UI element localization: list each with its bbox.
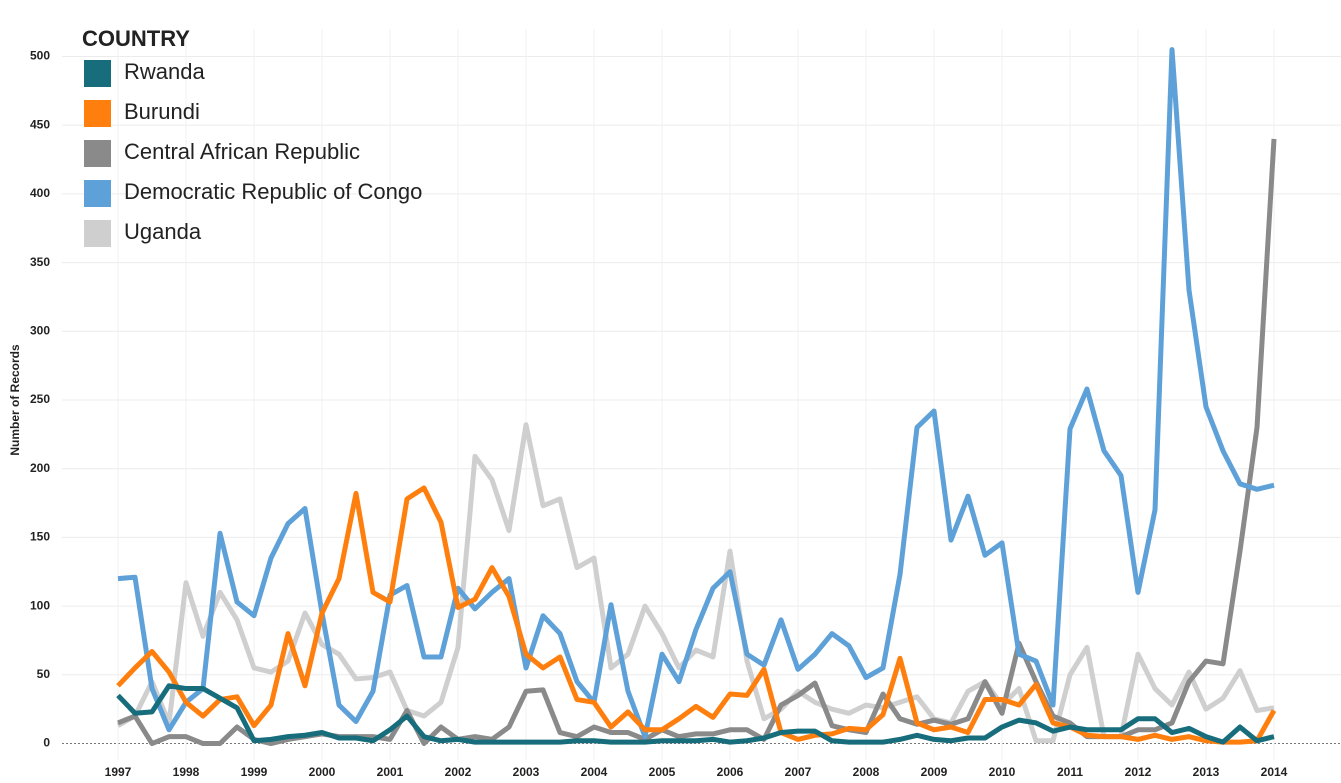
x-tick-label: 2012: [1125, 765, 1152, 779]
legend: COUNTRY Rwanda Burundi Central African Rep…: [82, 26, 422, 247]
y-tick-label: 350: [30, 255, 50, 269]
x-tick-label: 2006: [717, 765, 744, 779]
y-tick-label: 300: [30, 323, 50, 337]
legend-swatch: [84, 140, 111, 167]
x-tick-label: 2014: [1261, 765, 1288, 779]
legend-label: Democratic Republic of Congo: [124, 179, 422, 204]
x-tick-label: 2009: [921, 765, 948, 779]
legend-label: Burundi: [124, 99, 200, 124]
y-tick-label: 200: [30, 461, 50, 475]
x-tick-label: 2011: [1057, 765, 1083, 779]
x-tick-label: 2007: [785, 765, 812, 779]
x-tick-label: 2010: [989, 765, 1016, 779]
y-tick-label: 50: [37, 667, 51, 681]
legend-label: Rwanda: [124, 59, 205, 84]
x-tick-label: 2005: [649, 765, 676, 779]
y-tick-label: 100: [30, 598, 50, 612]
legend-swatch: [84, 220, 111, 247]
x-tick-label: 2001: [377, 765, 404, 779]
legend-swatch: [84, 60, 111, 87]
grid: 0 50 100 150 200 250 300 350 400 450 500 1997 1998 19…: [30, 29, 1341, 779]
x-tick-label: 2000: [309, 765, 336, 779]
legend-label: Uganda: [124, 219, 202, 244]
lines: [116, 47, 1277, 747]
legend-label: Central African Republic: [124, 139, 360, 164]
y-axis-label: Number of Records: [8, 344, 22, 456]
series-line: [117, 47, 1275, 740]
y-tick-label: 150: [30, 530, 50, 544]
x-tick-label: 1999: [241, 765, 268, 779]
x-tick-label: 2008: [853, 765, 880, 779]
x-tick-label: 2003: [513, 765, 540, 779]
legend-swatch: [84, 100, 111, 127]
x-tick-label: 1997: [105, 765, 132, 779]
y-tick-label: 0: [43, 736, 50, 750]
x-tick-label: 2002: [445, 765, 472, 779]
series-line: [116, 485, 1277, 745]
x-tick-label: 2004: [581, 765, 608, 779]
x-tick-label: 2013: [1193, 765, 1220, 779]
series-line: [116, 422, 1275, 744]
y-tick-label: 500: [30, 49, 50, 63]
x-tick-label: 1998: [173, 765, 200, 779]
y-tick-label: 400: [30, 186, 50, 200]
y-tick-label: 250: [30, 392, 50, 406]
legend-swatch: [84, 180, 111, 207]
y-tick-label: 450: [30, 117, 50, 131]
series-line: [116, 683, 1275, 745]
legend-title: COUNTRY: [82, 26, 190, 51]
